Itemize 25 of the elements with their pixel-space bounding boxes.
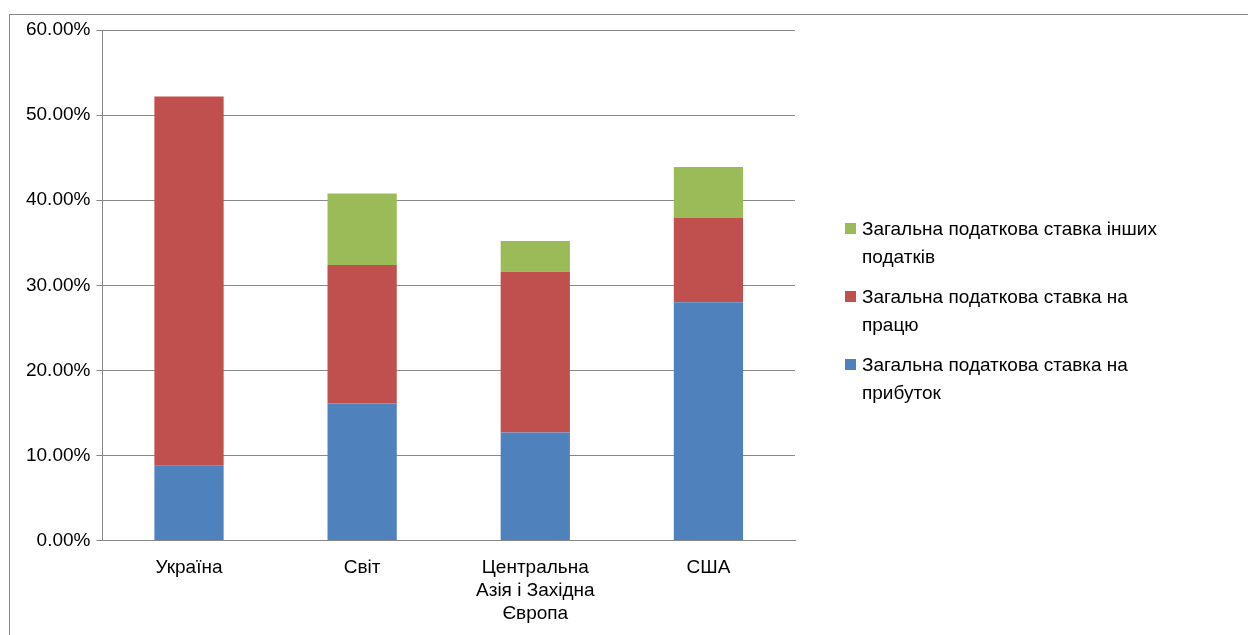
bar [673,218,744,303]
legend-label: Загальна податкова ставка інших податків [862,217,1158,269]
bar [327,403,397,541]
bar [154,96,224,466]
y-tick-label: 20.00% [25,358,91,380]
y-tick-label: 10.00% [25,443,91,465]
y-tick-label: 30.00% [25,273,91,295]
bar [154,465,224,541]
x-tick-label: Центральна Азія і Західна Європа [475,556,596,623]
bar [500,432,570,541]
legend-label: Загальна податкова ставка на прибуток [862,353,1129,405]
legend-label: Загальна податкова ставка на працю [862,285,1129,337]
y-tick-label: 50.00% [25,103,91,125]
bar [500,271,570,433]
bar [673,167,744,219]
x-tick-label: Світ [343,556,381,578]
bar [500,241,570,272]
x-tick-label: Україна [155,556,223,578]
x-tick-label: США [686,556,731,578]
bar [673,302,744,541]
y-tick-label: 40.00% [25,188,91,210]
bar [327,264,397,404]
y-tick-label: 60.00% [25,18,91,40]
y-tick-label: 0.00% [36,528,91,550]
bar [327,193,397,265]
